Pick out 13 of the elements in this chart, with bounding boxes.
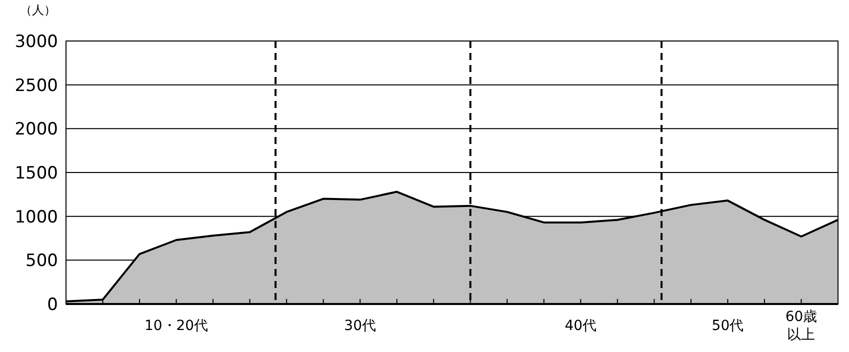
y-tick-label: 1500 xyxy=(14,163,58,184)
y-tick-label: 0 xyxy=(47,294,58,315)
y-tick-label: 500 xyxy=(26,251,58,272)
x-tick-label: 40代 xyxy=(564,318,597,334)
x-tick-label: 30代 xyxy=(344,318,376,334)
x-tick-label: 10・20代 xyxy=(144,318,208,334)
x-tick-label: 50代 xyxy=(712,318,744,334)
x-tick-label: 60歳以上 xyxy=(785,309,818,343)
y-tick-label: 1000 xyxy=(14,207,58,228)
y-axis-title: （人） xyxy=(20,3,56,17)
y-tick-label: 2000 xyxy=(14,120,58,140)
y-tick-label: 3000 xyxy=(14,32,58,52)
y-tick-label: 2500 xyxy=(14,76,58,96)
